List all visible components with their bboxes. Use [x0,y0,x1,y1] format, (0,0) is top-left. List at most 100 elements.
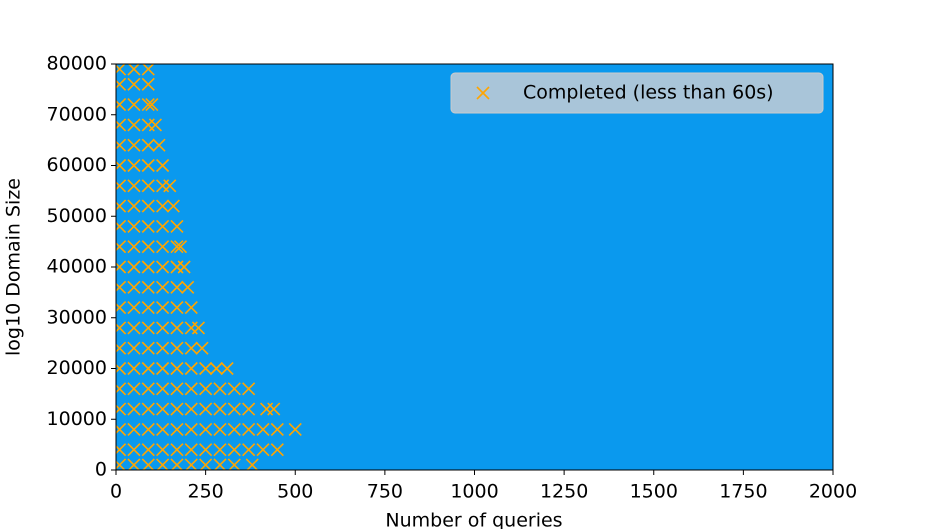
point [127,321,141,335]
point [116,64,127,76]
point [127,402,141,416]
point [141,458,155,470]
point [116,199,127,213]
point [199,361,213,376]
point [170,341,184,355]
point [141,240,155,254]
point [156,361,170,376]
point [227,443,241,457]
point [156,301,170,315]
point [127,260,141,274]
point [127,64,141,76]
point [141,158,155,173]
y-tick-label: 30000 [47,306,107,328]
point [116,98,127,112]
point [170,458,184,470]
legend-box [450,72,824,114]
point [270,443,284,457]
point [170,402,184,416]
point [141,219,155,233]
point [156,280,170,294]
y-tick-label: 70000 [47,103,107,125]
point [184,402,198,416]
point [199,422,213,436]
point [209,361,223,376]
point [127,138,141,152]
point [156,260,170,274]
point [141,361,155,376]
point [141,321,155,335]
legend-marker [476,86,490,100]
point [227,458,241,470]
point [245,458,259,470]
point [127,361,141,376]
point [141,280,155,294]
x-tick-label: 500 [277,481,313,503]
point [170,382,184,396]
point [170,422,184,436]
point [141,179,155,193]
point [116,402,127,416]
point [213,458,227,470]
point [127,443,141,457]
point [116,118,127,132]
point [199,382,213,396]
point [170,240,184,254]
point [195,341,209,355]
point [170,219,184,233]
point [199,458,213,470]
point [127,280,141,294]
point [156,158,170,173]
point [116,458,127,470]
point [199,443,213,457]
point [184,301,198,315]
point [116,138,127,152]
y-axis-label: log10 Domain Size [3,178,25,356]
point [141,382,155,396]
point [213,402,227,416]
y-tick-label: 60000 [47,154,107,176]
x-tick-label: 2000 [809,481,857,503]
point [156,219,170,233]
point [127,199,141,213]
point [141,422,155,436]
point [127,219,141,233]
point [166,199,180,213]
point [220,361,234,376]
point [127,118,141,132]
point [177,260,191,274]
point [141,301,155,315]
x-tick-label: 1250 [540,481,588,503]
point [191,321,206,335]
point [156,422,170,436]
point [256,422,270,436]
point [141,260,155,274]
point [116,422,127,436]
point [170,443,184,457]
point [267,402,281,416]
point [116,77,127,91]
point [116,179,127,193]
point [127,341,141,355]
y-tick-label: 40000 [47,256,107,278]
point [213,382,227,396]
point [242,422,256,436]
point [288,422,302,436]
point [116,240,127,254]
x-tick-label: 1000 [450,481,498,503]
point [141,443,155,457]
point [156,382,170,396]
point [127,382,141,396]
point [145,98,159,112]
point [141,341,155,355]
x-tick-label: 1500 [630,481,678,503]
point [184,422,198,436]
point [141,98,155,112]
point [181,280,195,294]
point [116,361,127,376]
point [127,240,141,254]
point [156,199,170,213]
point [184,382,198,396]
point [184,443,198,457]
x-tick-label: 250 [187,481,223,503]
